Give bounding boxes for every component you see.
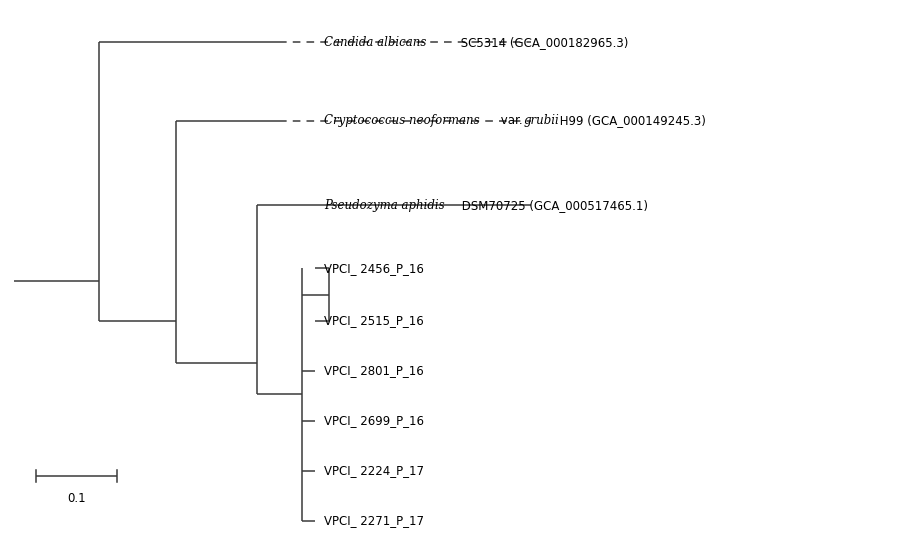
Text: VPCI_ 2699_P_16: VPCI_ 2699_P_16	[324, 414, 424, 427]
Text: VPCI_ 2224_P_17: VPCI_ 2224_P_17	[324, 464, 424, 477]
Text: Pseudozyma aphidis: Pseudozyma aphidis	[324, 199, 445, 212]
Text: var.: var.	[497, 114, 526, 127]
Text: VPCI_ 2271_P_17: VPCI_ 2271_P_17	[324, 514, 424, 527]
Text: SC5314 (GCA_000182965.3): SC5314 (GCA_000182965.3)	[457, 36, 628, 49]
Text: VPCI_ 2456_P_16: VPCI_ 2456_P_16	[324, 262, 424, 275]
Text: 0.1: 0.1	[68, 492, 86, 505]
Text: Candida albicans: Candida albicans	[324, 36, 427, 49]
Text: VPCI_ 2515_P_16: VPCI_ 2515_P_16	[324, 315, 424, 327]
Text: DSM70725 (GCA_000517465.1): DSM70725 (GCA_000517465.1)	[458, 199, 648, 212]
Text: H99 (GCA_000149245.3): H99 (GCA_000149245.3)	[556, 114, 707, 127]
Text: Cryptococcus neoformans: Cryptococcus neoformans	[324, 114, 480, 127]
Text: grubii: grubii	[524, 114, 560, 127]
Text: VPCI_ 2801_P_16: VPCI_ 2801_P_16	[324, 364, 424, 377]
